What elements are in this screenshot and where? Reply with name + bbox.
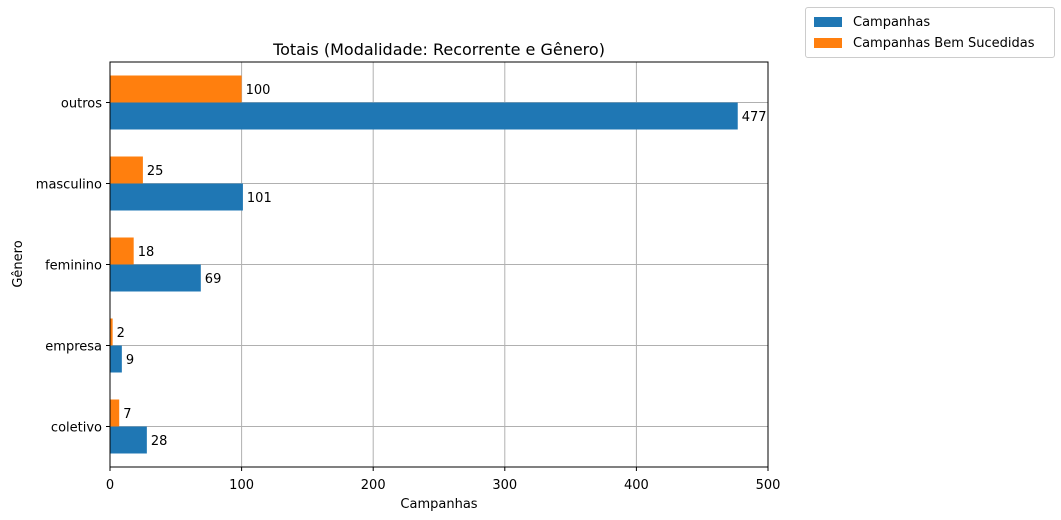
data-label: 101 [247,191,272,206]
bars [110,75,738,454]
legend-item-bem-sucedidas: Campanhas Bem Sucedidas [814,34,1034,52]
bar-campanhas-empresa [110,345,122,373]
legend-label-campanhas: Campanhas [853,14,931,30]
bar-bem-sucedidas-coletivo [110,399,120,427]
data-label: 477 [742,110,767,125]
legend: Campanhas Campanhas Bem Sucedidas [805,7,1055,58]
data-label: 9 [126,353,134,368]
y-tick-label: masculino [36,178,102,193]
legend-swatch-bem-sucedidas [814,38,842,48]
data-label: 100 [246,83,271,98]
legend-item-campanhas: Campanhas [814,13,930,31]
x-tick-label: 100 [229,478,254,493]
y-axis-label: Gênero [11,240,26,287]
data-label: 18 [138,245,155,260]
bar-bem-sucedidas-empresa [110,318,113,346]
y-tick-label: outros [61,97,102,112]
bar-campanhas-feminino [110,264,201,292]
x-axis-ticks: 0 100 200 300 400 500 [106,467,781,493]
data-label: 25 [147,164,164,179]
chart-title: Totais (Modalidade: Recorrente e Gênero) [272,40,605,59]
y-axis-ticks: coletivo empresa feminino masculino outros [36,97,110,436]
bar-campanhas-masculino [110,183,243,211]
y-tick-label: feminino [45,259,102,274]
bar-campanhas-outros [110,102,738,130]
data-label: 7 [123,407,131,422]
bar-bem-sucedidas-masculino [110,156,143,184]
y-tick-label: coletivo [51,421,102,436]
x-tick-label: 200 [361,478,386,493]
legend-swatch-campanhas [814,17,842,27]
bar-bem-sucedidas-outros [110,75,242,103]
y-tick-label: empresa [45,340,102,355]
x-tick-label: 500 [756,478,781,493]
x-tick-label: 300 [492,478,517,493]
x-tick-label: 400 [624,478,649,493]
x-axis-label: Campanhas [400,497,477,512]
data-label: 2 [117,326,125,341]
bar-campanhas-coletivo [110,426,147,454]
data-labels: 28 9 69 101 477 7 2 18 25 100 [117,83,767,449]
data-label: 69 [205,272,222,287]
bar-bem-sucedidas-feminino [110,237,134,265]
legend-label-bem-sucedidas: Campanhas Bem Sucedidas [853,35,1035,51]
x-tick-label: 0 [106,478,114,493]
data-label: 28 [151,434,168,449]
